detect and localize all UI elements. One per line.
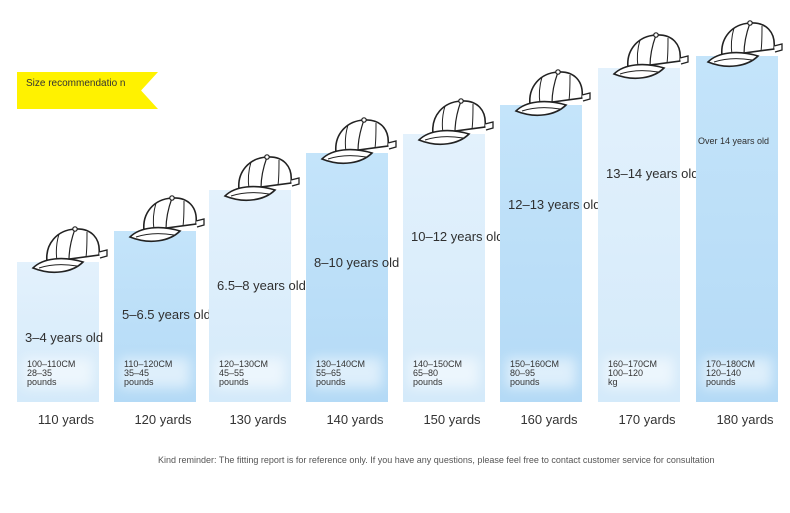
weight-unit: kg: [608, 377, 618, 387]
height-range: 130–140CM: [316, 359, 366, 369]
weight-unit: pounds: [219, 377, 249, 387]
yard-label: 120 yards: [134, 412, 192, 427]
size-column: 8–10 years old 130–140CM 55–65 pounds: [306, 117, 399, 402]
size-spec: 120–130CM 45–55 pounds: [219, 360, 268, 387]
column-bar: [598, 68, 680, 402]
weight-unit: pounds: [510, 377, 540, 387]
column-bar: [403, 134, 485, 402]
baseball-cap-icon: [415, 94, 501, 154]
yard-label: 160 yards: [520, 412, 578, 427]
size-recommendation-tag: Size recommendatio n: [17, 72, 158, 109]
baseball-cap-icon: [610, 28, 696, 88]
column-highlight: [604, 358, 674, 388]
column-highlight: [409, 358, 479, 388]
size-column: Over 14 years old 170–180CM 120–140 poun…: [696, 20, 783, 402]
height-range: 140–150CM: [413, 359, 463, 369]
yard-label: 110 yards: [37, 412, 95, 427]
weight-range: 55–65: [316, 368, 342, 378]
height-range: 120–130CM: [219, 359, 269, 369]
baseball-cap-icon: [512, 65, 598, 125]
column-highlight: [23, 358, 93, 388]
size-column: 6.5–8 years old 120–130CM 45–55 pounds: [209, 154, 306, 402]
size-spec: 110–120CM 35–45 pounds: [124, 360, 172, 387]
yard-label: 170 yards: [618, 412, 676, 427]
height-range: 160–170CM: [608, 359, 658, 369]
age-range: 12–13 years old: [508, 197, 601, 212]
yard-label: 150 yards: [423, 412, 481, 427]
weight-unit: pounds: [124, 377, 154, 387]
size-spec: 170–180CM 120–140 pounds: [706, 360, 755, 387]
weight-range: 45–55: [219, 368, 245, 378]
weight-unit: pounds: [706, 377, 736, 387]
yard-label: 180 yards: [716, 412, 774, 427]
column-highlight: [120, 358, 190, 388]
weight-range: 80–95: [510, 368, 536, 378]
column-highlight: [506, 358, 576, 388]
weight-unit: pounds: [413, 377, 443, 387]
height-range: 150–160CM: [510, 359, 560, 369]
baseball-cap-icon: [221, 150, 307, 210]
size-recommendation-label: Size recommendatio n: [26, 78, 126, 89]
column-bar: [696, 56, 778, 402]
age-range: 3–4 years old: [25, 330, 104, 345]
height-range: 110–120CM: [124, 359, 173, 369]
height-range: 170–180CM: [706, 359, 756, 369]
weight-range: 35–45: [124, 368, 150, 378]
weight-unit: pounds: [27, 377, 57, 387]
column-highlight: [312, 358, 382, 388]
column-bar: [500, 105, 582, 402]
kind-reminder: Kind reminder: The fitting report is for…: [158, 455, 715, 465]
weight-range: 28–35: [27, 368, 53, 378]
size-column: 5–6.5 years old 110–120CM 35–45 pounds: [114, 195, 211, 402]
baseball-cap-icon: [318, 113, 404, 173]
column-highlight: [702, 358, 772, 388]
age-range: Over 14 years old: [698, 136, 770, 146]
size-spec: 140–150CM 65–80 pounds: [413, 360, 462, 387]
age-range: 5–6.5 years old: [122, 307, 211, 322]
weight-unit: pounds: [316, 377, 346, 387]
age-range: 10–12 years old: [411, 229, 504, 244]
size-column: 13–14 years old 160–170CM 100–120 kg: [598, 32, 699, 402]
baseball-cap-icon: [126, 191, 212, 251]
size-column: 3–4 years old 100–110CM 28–35 pounds: [17, 226, 108, 402]
size-spec: 160–170CM 100–120 kg: [608, 360, 657, 387]
weight-range: 100–120: [608, 368, 644, 378]
size-column: 10–12 years old 140–150CM 65–80 pounds: [403, 98, 504, 402]
weight-range: 120–140: [706, 368, 742, 378]
age-range: 13–14 years old: [606, 166, 699, 181]
size-spec: 130–140CM 55–65 pounds: [316, 360, 365, 387]
baseball-cap-icon: [704, 16, 790, 76]
size-column: 12–13 years old 150–160CM 80–95 pounds: [500, 69, 601, 402]
yard-label: 140 yards: [326, 412, 384, 427]
size-spec: 150–160CM 80–95 pounds: [510, 360, 559, 387]
yard-label: 130 yards: [229, 412, 287, 427]
height-range: 100–110CM: [27, 359, 76, 369]
size-spec: 100–110CM 28–35 pounds: [27, 360, 75, 387]
age-range: 8–10 years old: [314, 255, 400, 270]
column-highlight: [215, 358, 285, 388]
baseball-cap-icon: [29, 222, 115, 282]
age-range: 6.5–8 years old: [217, 278, 306, 293]
weight-range: 65–80: [413, 368, 439, 378]
